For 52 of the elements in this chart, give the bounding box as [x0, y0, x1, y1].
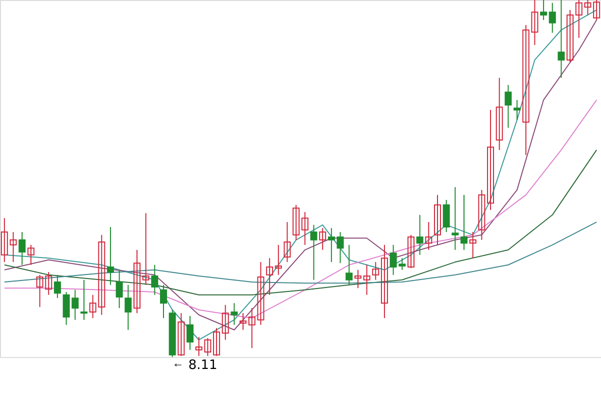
candlestick [284, 222, 291, 263]
candlestick [363, 264, 370, 296]
candlestick [292, 204, 300, 240]
candlestick [380, 244, 388, 319]
candlestick [230, 302, 238, 326]
candlestick [151, 264, 158, 296]
candlestick [142, 212, 150, 286]
candlestick [558, 0, 565, 78]
candlestick [496, 77, 503, 150]
candlestick [346, 244, 353, 286]
candlestick [213, 328, 220, 356]
candlestick [566, 9, 574, 63]
candlestick [593, 0, 600, 20]
candlestick [514, 99, 521, 120]
candlestick [186, 315, 194, 350]
candlestick [133, 249, 140, 314]
candlestick [469, 232, 476, 259]
candlestick [116, 269, 123, 309]
candlestick [0, 218, 8, 263]
candlestick [354, 269, 362, 289]
candlestick [416, 214, 424, 256]
candlestick [460, 194, 468, 250]
candlestick [124, 284, 132, 330]
candlestick [336, 232, 344, 264]
candlestick [240, 312, 247, 330]
candlestick [274, 244, 282, 276]
candlestick [160, 284, 168, 319]
candlestick [266, 258, 274, 296]
candlestick [18, 232, 26, 266]
candlestick [54, 274, 61, 299]
candlestick [27, 244, 34, 266]
annotation: 8.11 [188, 358, 218, 373]
candlestick [319, 228, 326, 250]
candlestick [80, 279, 88, 320]
candlestick [310, 224, 318, 280]
candlestick [540, 0, 548, 20]
candlestick [425, 222, 432, 250]
candlestick [407, 234, 414, 269]
candlestick [106, 226, 114, 286]
candlestick [434, 194, 441, 246]
candlestick [487, 109, 494, 210]
candlestick [178, 312, 185, 356]
candlestick [548, 2, 556, 34]
candlestick [222, 304, 229, 340]
candlestick [478, 189, 486, 240]
candlestick [10, 232, 17, 263]
candlestick [442, 199, 450, 233]
candlestick [504, 84, 512, 128]
candlestick [452, 186, 459, 250]
candlestick [328, 228, 335, 263]
candlestick [301, 212, 308, 246]
candlestick [372, 262, 380, 280]
